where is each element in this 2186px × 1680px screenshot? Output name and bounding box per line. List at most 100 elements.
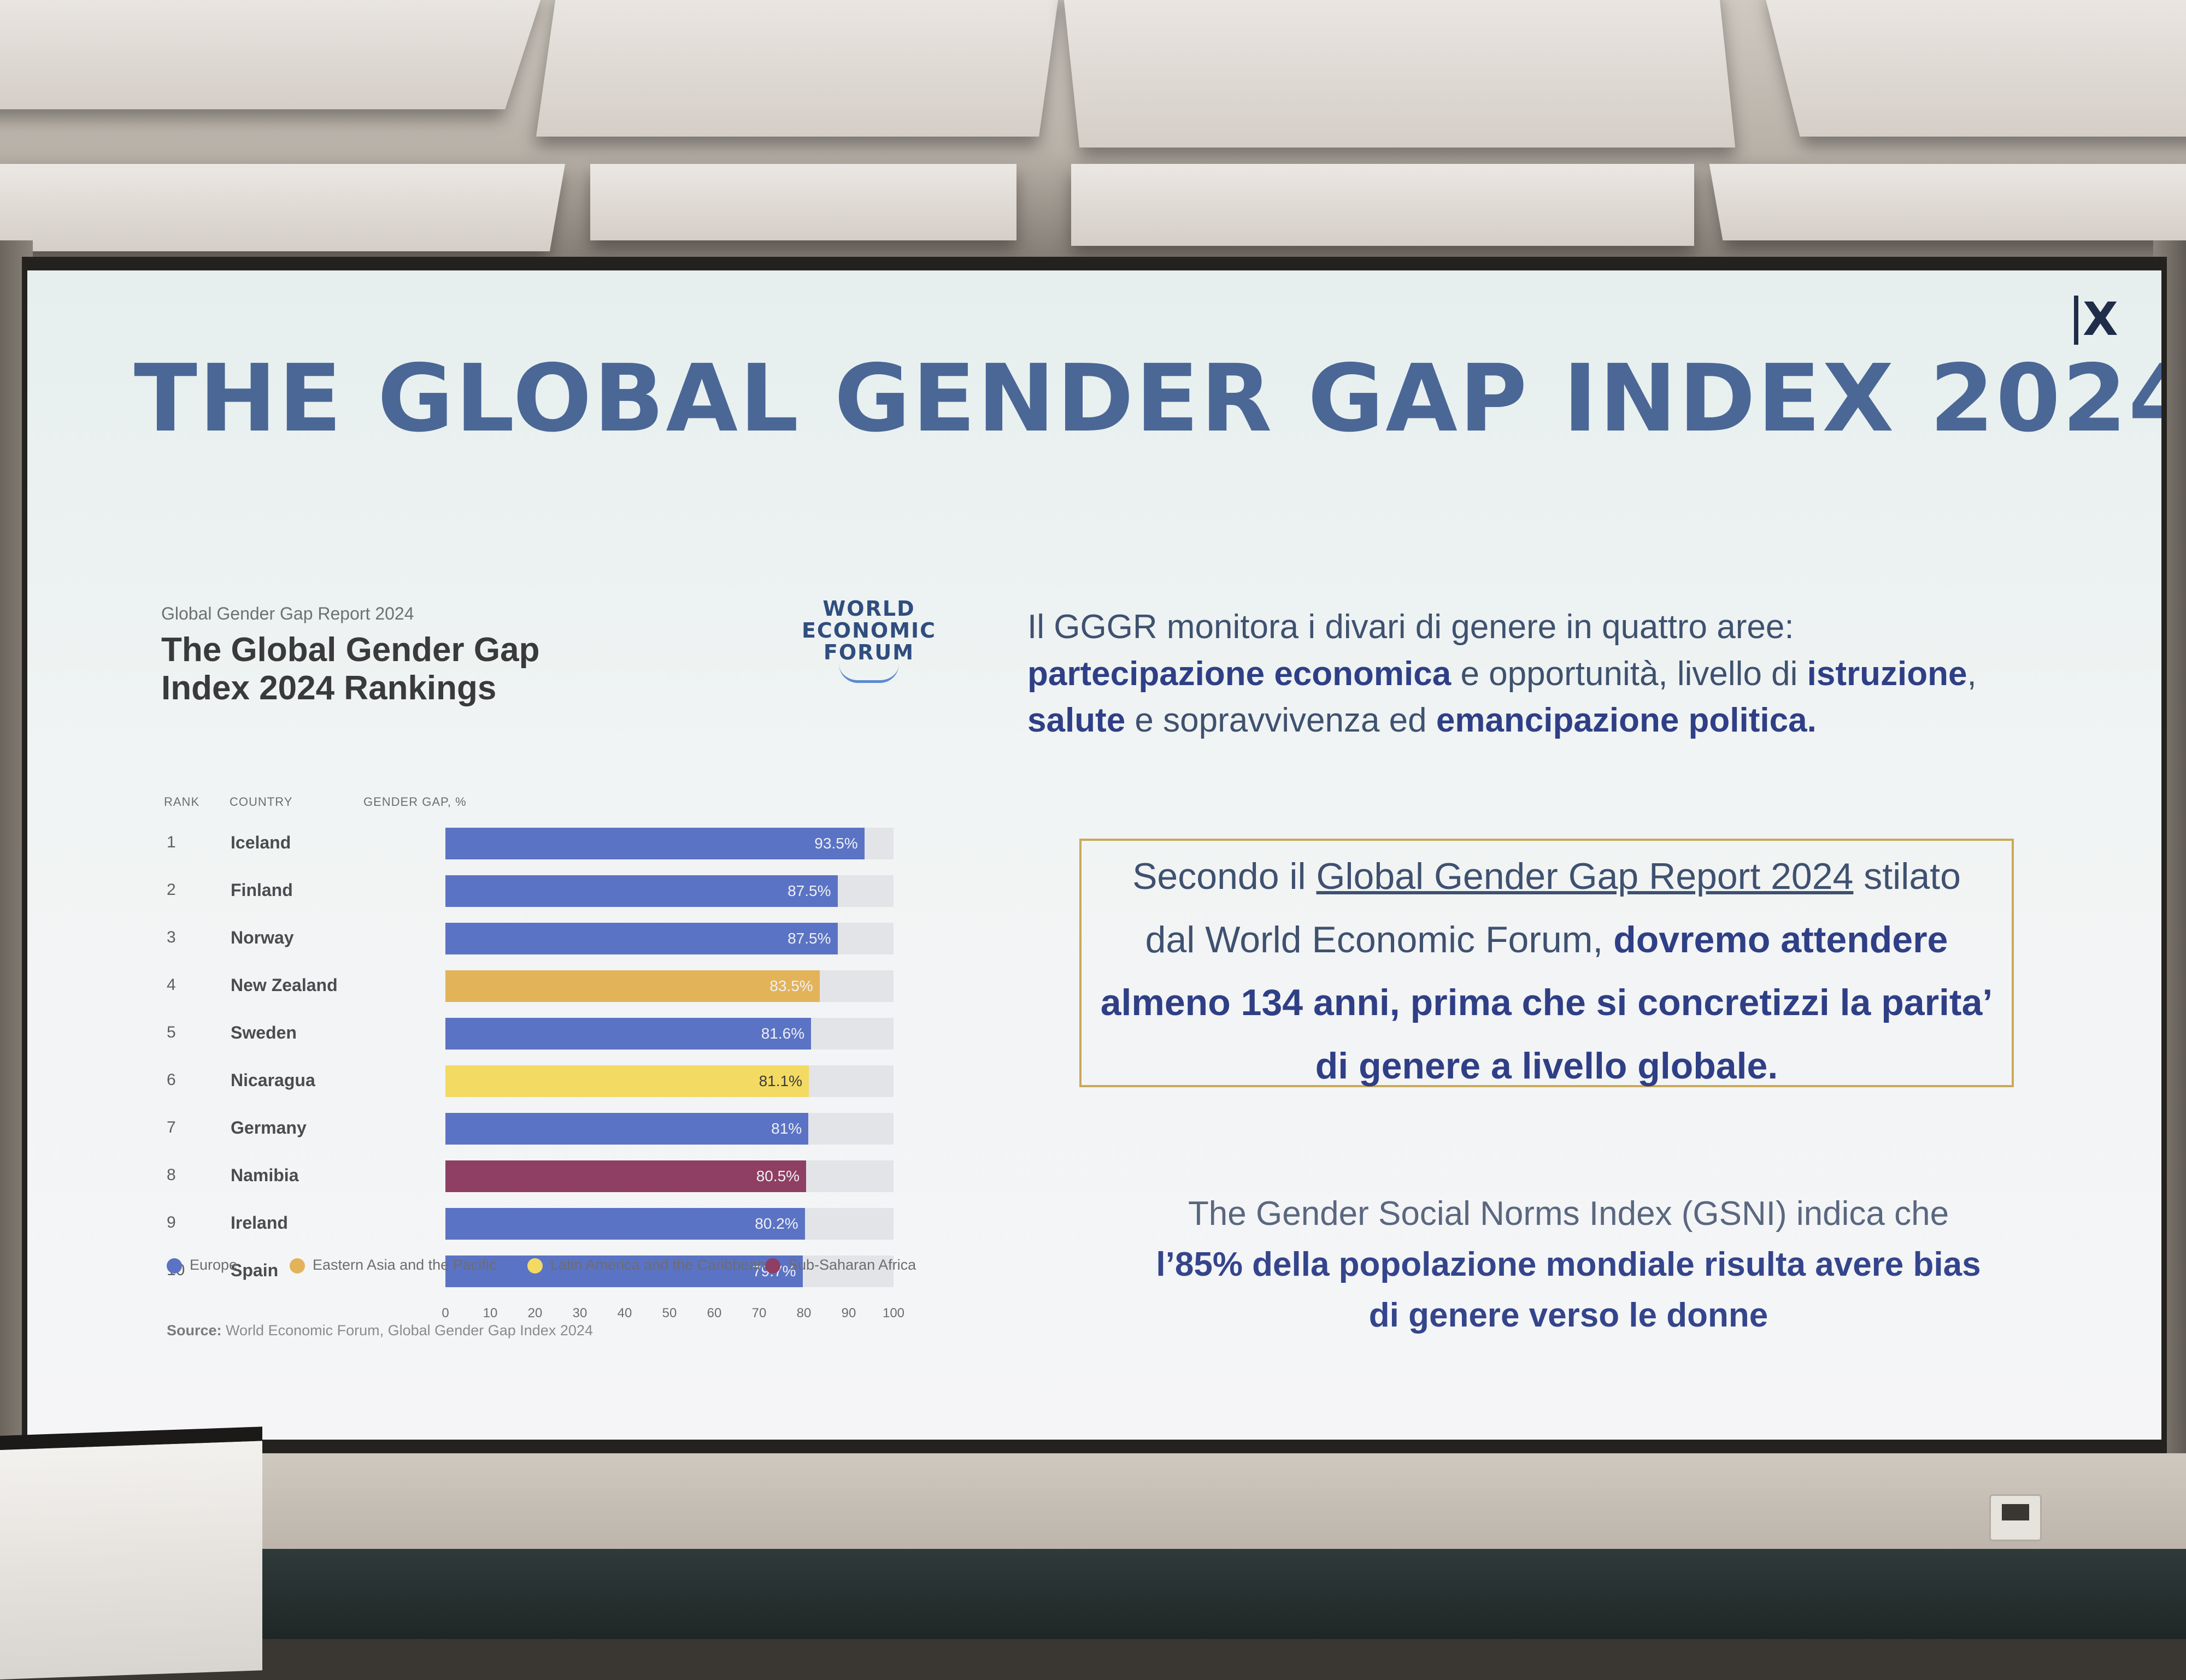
gsni-line: di genere verso le donne [1098, 1290, 2038, 1341]
bar-value-label: 81.1% [759, 1072, 803, 1089]
rank-label: 8 [167, 1166, 176, 1184]
country-label: Namibia [231, 1165, 299, 1185]
x-tick-label: 10 [483, 1306, 498, 1321]
rank-label: 2 [167, 881, 176, 899]
rank-label: 3 [167, 928, 176, 946]
bar-value-label: 81% [771, 1120, 802, 1137]
bar [445, 875, 838, 907]
intro-bold: istruzione [1807, 655, 1967, 693]
chart-heading-line: Index 2024 Rankings [161, 669, 497, 708]
chart-heading: The Global Gender Gap Index 2024 Ranking… [161, 631, 653, 708]
legend-item: Sub-Saharan Africa [765, 1254, 916, 1276]
bar [445, 1065, 809, 1097]
rank-label: 7 [167, 1118, 176, 1136]
highlight-quote-box: Secondo il Global Gender Gap Report 2024… [1079, 839, 2014, 1087]
rankings-chart-panel: Global Gender Gap Report 2024 The Global… [142, 598, 995, 1380]
gsni-line: l’85% della popolazione mondiale risulta… [1098, 1239, 2038, 1290]
rank-label: 6 [167, 1071, 176, 1089]
intro-text: e opportunità, livello di [1451, 655, 1807, 693]
intro-bold: salute [1027, 702, 1126, 740]
legend-label: Europe [190, 1257, 238, 1273]
quote-bold: almeno 134 anni, prima che si concretizz… [1100, 982, 1993, 1024]
slide-title: THE GLOBAL GENDER GAP INDEX 2024 [134, 345, 2161, 453]
gsni-line: The Gender Social Norms Index (GSNI) ind… [1188, 1195, 1949, 1233]
wef-logo: WORLD ECONOMIC FORUM [792, 598, 945, 686]
ceiling-panel [590, 164, 1016, 240]
ceiling-panel [1071, 164, 1694, 246]
floor [0, 1549, 2186, 1639]
bar [445, 1208, 805, 1240]
intro-text: , [1967, 655, 1977, 693]
intro-bold: partecipazione economica [1027, 655, 1452, 693]
x-tick-label: 20 [527, 1306, 543, 1321]
bar-value-label: 80.2% [755, 1215, 798, 1232]
bar [445, 828, 865, 859]
x-tick-label: 70 [751, 1306, 767, 1321]
legend-item: Eastern Asia and the Pacific [290, 1254, 496, 1276]
legend-label: Sub-Saharan Africa [788, 1257, 916, 1273]
quote-bold: di genere a livello globale. [1315, 1045, 1778, 1087]
legend-item: Latin America and the Caribbean [527, 1254, 765, 1276]
ceiling-panel [536, 0, 1060, 137]
wef-logo-line: ECONOMIC [801, 618, 937, 642]
bar-value-label: 80.5% [756, 1168, 800, 1184]
wall-outlet [1989, 1494, 2042, 1541]
ceiling-panel [1709, 164, 2186, 240]
legend-swatch [765, 1258, 780, 1274]
legend-swatch [290, 1258, 305, 1274]
report-link[interactable]: Global Gender Gap Report 2024 [1316, 856, 1854, 897]
rank-label: 9 [167, 1213, 176, 1231]
country-label: Iceland [231, 833, 291, 852]
country-label: Ireland [231, 1213, 288, 1233]
bar-value-label: 87.5% [788, 882, 831, 899]
x-tick-label: 50 [662, 1306, 677, 1321]
wef-logo-line: FORUM [823, 640, 915, 664]
intro-bold: emancipazione politica. [1436, 702, 1817, 740]
rank-label: 5 [167, 1023, 176, 1041]
gsni-paragraph: The Gender Social Norms Index (GSNI) ind… [1098, 1188, 2038, 1341]
col-header-gender-gap: GENDER GAP, % [363, 795, 467, 809]
country-label: Spain [231, 1260, 279, 1280]
bar-value-label: 83.5% [769, 977, 813, 994]
wef-logo-line: WORLD [822, 597, 915, 621]
bar [445, 1018, 812, 1050]
wall-lower [0, 1453, 2186, 1552]
x-tick-label: 40 [617, 1306, 632, 1321]
x-tick-label: 0 [442, 1306, 449, 1321]
ceiling-panel [0, 164, 566, 251]
rank-label: 1 [167, 833, 176, 851]
intro-text: e sopravvivenza ed [1125, 702, 1436, 740]
intro-paragraph: Il GGGR monitora i divari di genere in q… [1027, 604, 2120, 744]
projected-slide: X THE GLOBAL GENDER GAP INDEX 2024 Globa… [27, 270, 2161, 1440]
ceiling-panel [1763, 0, 2186, 137]
brand-logo-letter: X [2083, 292, 2118, 346]
bar [445, 970, 820, 1002]
bar-value-label: 93.5% [814, 835, 858, 852]
brand-logo: X [2074, 292, 2118, 347]
lectern [0, 1426, 262, 1680]
quote-bold: dovremo attendere [1613, 918, 1948, 960]
country-label: Nicaragua [231, 1070, 315, 1090]
gsni-bold: di genere verso le donne [1368, 1296, 1768, 1334]
x-tick-label: 90 [841, 1306, 856, 1321]
legend-label: Eastern Asia and the Pacific [313, 1257, 497, 1273]
x-tick-label: 100 [882, 1306, 905, 1321]
country-label: Sweden [231, 1023, 297, 1042]
report-caption: Global Gender Gap Report 2024 [161, 604, 414, 623]
bar-value-label: 81.6% [761, 1025, 805, 1042]
legend-label: Latin America and the Caribbean [550, 1257, 766, 1273]
gsni-bold: l’85% della popolazione mondiale risulta… [1156, 1246, 1981, 1283]
x-tick-label: 30 [572, 1306, 587, 1321]
bar [445, 1113, 809, 1145]
bar-value-label: 87.5% [788, 930, 831, 947]
wef-logo-swoosh [839, 664, 899, 683]
ceiling-panel [1062, 0, 1736, 148]
country-label: Germany [231, 1118, 307, 1137]
legend-swatch [527, 1258, 543, 1274]
room-ceiling [0, 0, 2186, 273]
source-text: World Economic Forum, Global Gender Gap … [226, 1322, 593, 1339]
quote-text: dal World Economic Forum, [1145, 918, 1614, 960]
x-tick-label: 80 [796, 1306, 812, 1321]
ceiling-panel [0, 0, 544, 109]
x-tick-label: 60 [707, 1306, 722, 1321]
